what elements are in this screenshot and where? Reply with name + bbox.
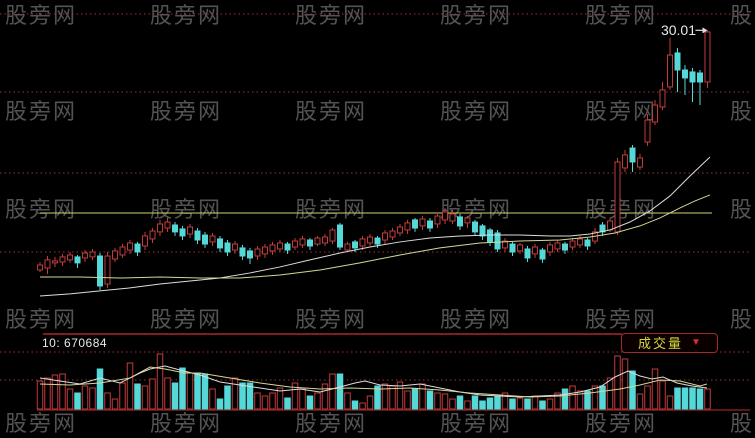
watermark-text: 股旁网	[440, 3, 512, 28]
watermark-text: 股旁网	[440, 99, 512, 124]
ma-fast-white	[39, 156, 711, 297]
watermark-text: 股旁网	[730, 411, 755, 436]
candlesticks	[37, 30, 711, 291]
watermark-text: 股旁网	[5, 3, 77, 28]
indicator-dropdown-label: 成交量	[638, 335, 684, 351]
watermark-text: 股旁网	[585, 197, 657, 222]
vol-ma-yellow	[39, 366, 708, 398]
watermark-text: 股旁网	[5, 99, 77, 124]
watermark-text: 股旁网	[730, 197, 755, 222]
watermark-layer: 股旁网股旁网股旁网股旁网股旁网股旁网股旁网股旁网股旁网股旁网股旁网股旁网股旁网股…	[5, 3, 755, 436]
price-gridlines	[0, 13, 750, 253]
watermark-text: 股旁网	[150, 99, 222, 124]
watermark-text: 股旁网	[150, 307, 222, 332]
watermark-text: 股旁网	[295, 307, 367, 332]
watermark-text: 股旁网	[5, 197, 77, 222]
watermark-text: 股旁网	[585, 307, 657, 332]
watermark-text: 股旁网	[5, 307, 77, 332]
watermark-text: 股旁网	[585, 411, 657, 436]
watermark-text: 股旁网	[295, 411, 367, 436]
watermark-text: 股旁网	[295, 3, 367, 28]
watermark-text: 股旁网	[440, 411, 512, 436]
watermark-text: 股旁网	[440, 307, 512, 332]
watermark-text: 股旁网	[150, 3, 222, 28]
volume-ma-readout: 10: 670684	[42, 336, 108, 350]
chevron-down-icon: ▼	[691, 337, 701, 348]
ma-slow-yellow	[40, 194, 711, 279]
watermark-text: 股旁网	[150, 411, 222, 436]
watermark-text: 股旁网	[295, 99, 367, 124]
watermark-text: 股旁网	[150, 197, 222, 222]
watermark-text: 股旁网	[5, 411, 77, 436]
high-price-label: 30.01	[660, 22, 696, 38]
high-arrow-icon	[695, 27, 708, 34]
watermark-text: 股旁网	[295, 197, 367, 222]
volume-bars	[36, 353, 711, 410]
watermark-text: 股旁网	[730, 3, 755, 28]
indicator-dropdown-button[interactable]: 成交量 ▼	[621, 333, 718, 353]
watermark-text: 股旁网	[730, 307, 755, 332]
watermark-text: 股旁网	[730, 99, 755, 124]
watermark-text: 股旁网	[585, 3, 657, 28]
watermark-text: 股旁网	[585, 99, 657, 124]
